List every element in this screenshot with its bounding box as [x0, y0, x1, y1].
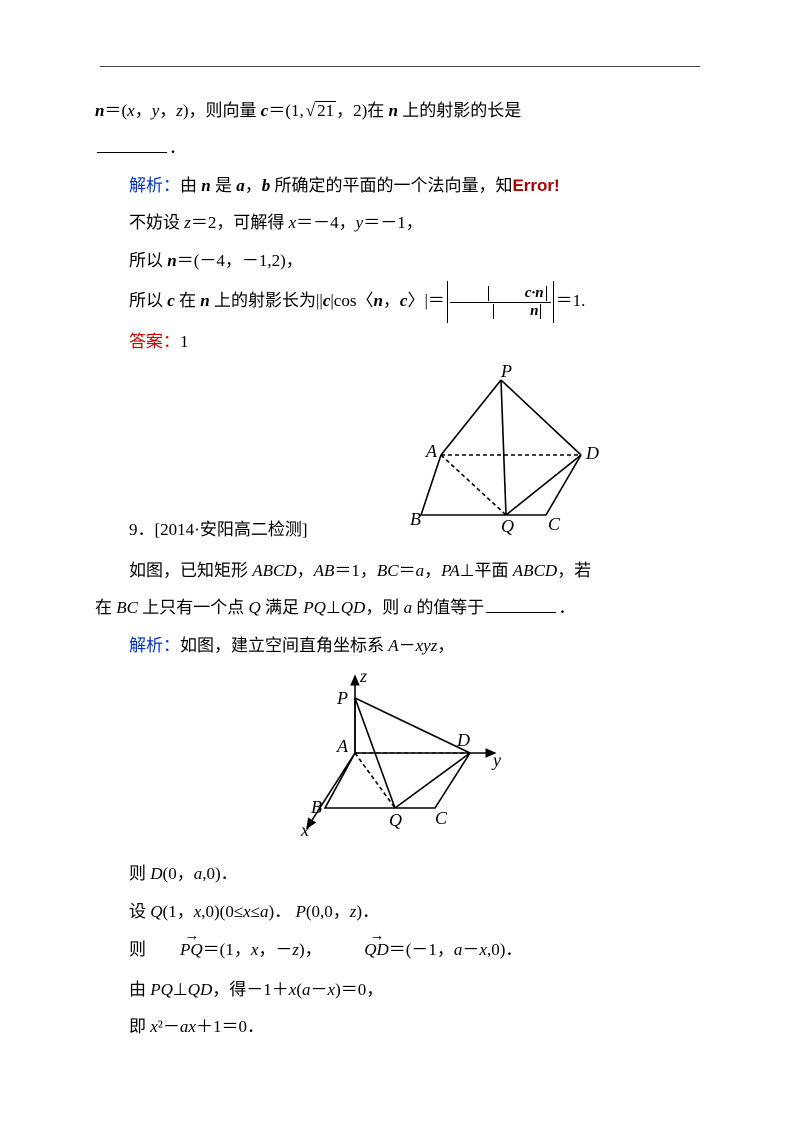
fig2-svg: z P A D y B x Q C — [295, 668, 505, 838]
q9-source: 9．[2014·安阳高二检测] — [129, 520, 307, 539]
line-7: 答案：1 — [95, 323, 705, 360]
sol-6: 即 x²－ax＋1＝0． — [95, 1008, 705, 1045]
sol-4: 则→PQ＝(1，x，－z)， →QD＝(－1，a－x,0)． — [95, 930, 705, 971]
svg-text:D: D — [585, 443, 599, 463]
blank-2 — [486, 611, 556, 613]
line-3: 解析：由 n 是 a，b 所确定的平面的一个法向量，知Error! — [95, 167, 705, 204]
svg-text:x: x — [300, 820, 309, 838]
label-jiexi-2: 解析： — [129, 636, 180, 655]
svg-text:B: B — [311, 797, 322, 817]
sol-2: 则 D(0，a,0)． — [95, 855, 705, 892]
svg-text:Q: Q — [501, 516, 514, 535]
label-jiexi: 解析： — [129, 176, 180, 195]
fig1-svg: P A D B Q C — [406, 365, 606, 535]
top-rule — [100, 66, 700, 67]
svg-text:A: A — [425, 441, 438, 461]
svg-text:y: y — [491, 750, 501, 770]
svg-text:C: C — [548, 514, 561, 534]
svg-text:D: D — [456, 730, 470, 750]
label-daan: 答案： — [129, 332, 180, 351]
svg-text:B: B — [410, 509, 421, 529]
error-text: Error! — [512, 176, 559, 195]
line-5: 所以 n＝(－4，－1,2)， — [95, 242, 705, 279]
sol-1: 解析：如图，建立空间直角坐标系 A－xyz， — [95, 627, 705, 664]
svg-text:P: P — [500, 365, 512, 381]
sol-5: 由 PQ⊥QD，得－1＋x(a－x)＝0， — [95, 971, 705, 1008]
svg-text:A: A — [336, 736, 349, 756]
sqrt-21: √21 — [304, 92, 336, 129]
vec-pq: →PQ — [146, 941, 203, 958]
svg-text:z: z — [359, 668, 367, 686]
sol-3: 设 Q(1，x,0)(0≤x≤a)． P(0,0，z)． — [95, 893, 705, 930]
svg-text:Q: Q — [389, 810, 402, 830]
vec-qd: →QD — [330, 941, 389, 958]
line-1: n＝(x，y，z)，则向量 c＝(1,√21，2)在 n 上的射影的长是 — [95, 92, 705, 129]
q9-line3: 在 BC 上只有一个点 Q 满足 PQ⊥QD，则 a 的值等于． — [95, 589, 705, 626]
figure-1: P A D B Q C — [307, 365, 705, 548]
line-6: 所以 c 在 n 上的射影长为||c|cos〈n，c〉|＝c·nn＝1. — [95, 279, 705, 323]
page: n＝(x，y，z)，则向量 c＝(1,√21，2)在 n 上的射影的长是 ． 解… — [0, 0, 800, 1132]
q9-row: 9．[2014·安阳高二检测] P A D B Q — [95, 361, 705, 552]
line-4: 不妨设 z＝2，可解得 x＝－4，y＝－1， — [95, 204, 705, 241]
figure-2: z P A D y B x Q C — [95, 668, 705, 851]
blank-1 — [97, 151, 167, 153]
svg-text:C: C — [435, 808, 448, 828]
svg-text:P: P — [336, 688, 348, 708]
line-2: ． — [95, 129, 705, 166]
q9-line2: 如图，已知矩形 ABCD，AB＝1，BC＝a，PA⊥平面 ABCD，若 — [95, 552, 705, 589]
fraction: c·nn — [450, 286, 551, 319]
